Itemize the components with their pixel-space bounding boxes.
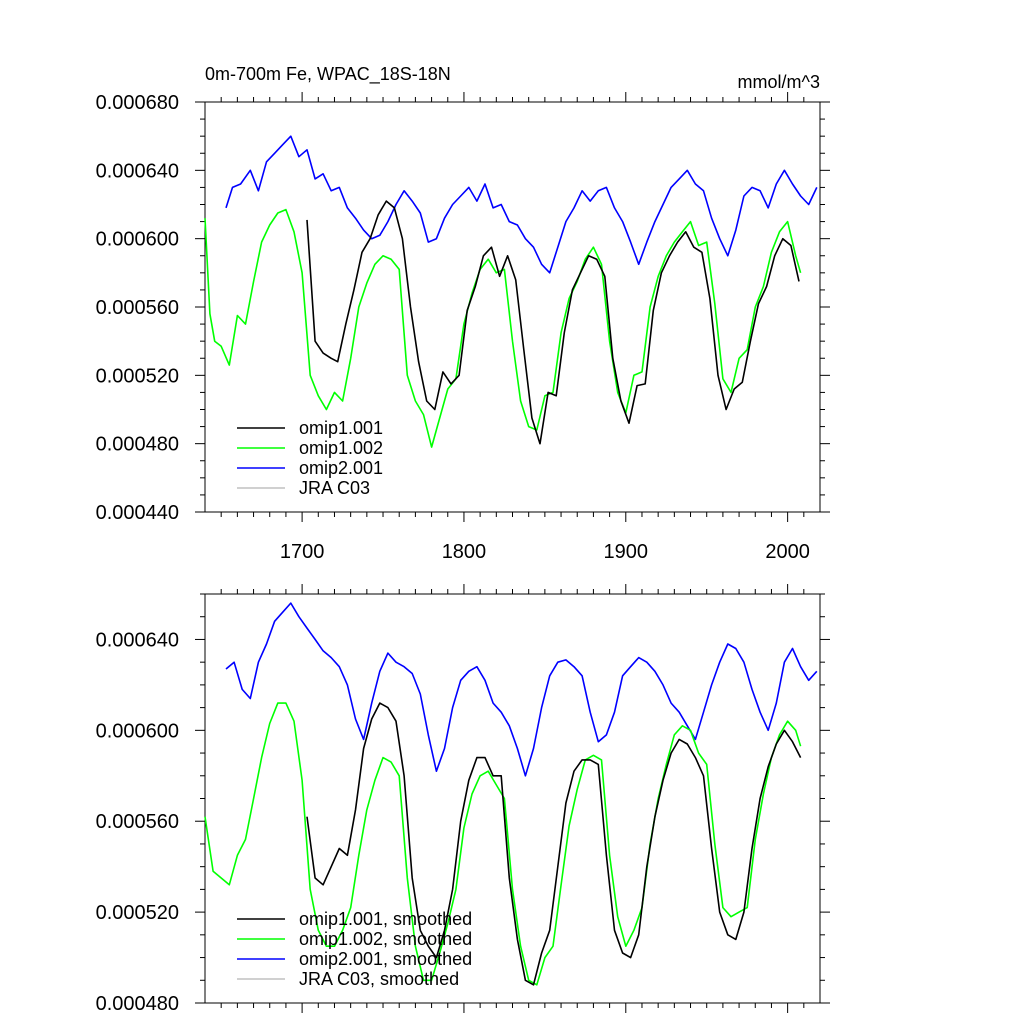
y-tick-label: 0.000560: [96, 811, 179, 833]
legend-label: omip1.001, smoothed: [299, 909, 472, 929]
y-tick-label: 0.000480: [96, 993, 179, 1015]
plot-frame: [204, 101, 821, 513]
chart-2: 0.000480 0.000520 0.000560 0.000600 0.000640…: [96, 584, 830, 1015]
legend-label: JRA C03, smoothed: [299, 969, 459, 989]
x-tick-label: 1900: [604, 541, 649, 563]
y-tick-label: 0.000600: [96, 229, 179, 251]
chart-title: 0m-700m Fe, WPAC_18S-18N: [205, 64, 451, 85]
legend-label: omip1.002, smoothed: [299, 929, 472, 949]
chart-1: 1700 1800 1900 2000 0.000440 0.000480 0.000520…: [96, 64, 830, 563]
legend-label: JRA C03: [299, 478, 370, 498]
series-line-2: [204, 702, 802, 986]
y-tick-label: 0.000480: [96, 434, 179, 456]
y-tick-label: 0.000520: [96, 365, 179, 387]
y-tick-label: 0.000560: [96, 297, 179, 319]
series-line-1: [306, 200, 800, 445]
x-tick-label: 1700: [280, 541, 325, 563]
series-line-2: [204, 208, 802, 448]
y-tick-label: 0.000520: [96, 902, 179, 924]
series-line-3: [225, 602, 818, 777]
legend-label: omip2.001: [299, 458, 383, 478]
series-line-3: [225, 135, 818, 274]
y-tick-label: 0.000640: [96, 160, 179, 182]
x-tick-label: 2000: [765, 541, 810, 563]
legend-label: omip1.002: [299, 438, 383, 458]
chart-units: mmol/m^3: [738, 72, 820, 92]
series-line-1: [306, 702, 802, 986]
plot-frame: [204, 593, 821, 1004]
legend-label: omip1.001: [299, 418, 383, 438]
y-tick-label: 0.000440: [96, 502, 179, 524]
legend-label: omip2.001, smoothed: [299, 949, 472, 969]
y-tick-label: 0.000600: [96, 720, 179, 742]
y-tick-label: 0.000640: [96, 629, 179, 651]
y-tick-label: 0.000680: [96, 92, 179, 114]
x-tick-label: 1800: [442, 541, 487, 563]
